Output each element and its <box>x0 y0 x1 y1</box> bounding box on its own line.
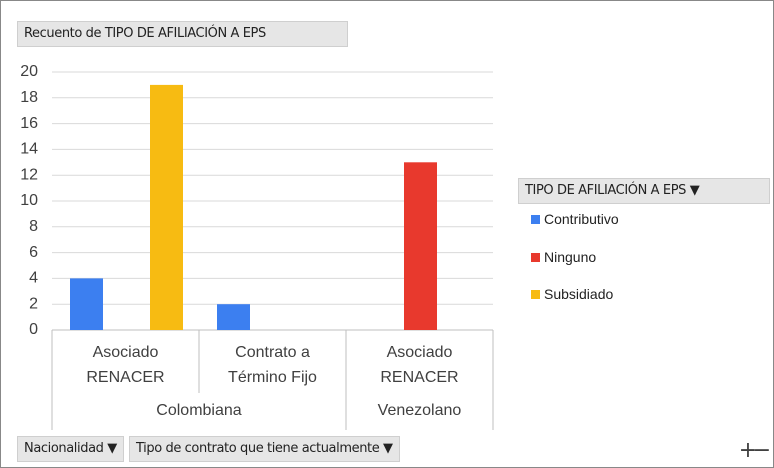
y-tick-label: 12 <box>20 166 38 183</box>
y-tick-label: 6 <box>29 244 38 261</box>
y-tick-label: 4 <box>29 270 38 287</box>
legend-label: Contributivo <box>544 211 619 227</box>
x-tick-label: Contrato a Término Fijo <box>228 344 317 386</box>
y-tick-label: 14 <box>20 141 38 158</box>
y-tick-label: 0 <box>29 321 38 338</box>
bar <box>404 162 437 330</box>
axis-field-label: Nacionalidad <box>24 441 104 456</box>
y-tick-label: 8 <box>29 218 38 235</box>
x-tick-label: Asociado RENACER <box>86 344 165 386</box>
legend-swatch <box>531 252 540 262</box>
title-button[interactable]: Recuento de TIPO DE AFILIACIÓN A EPS <box>17 21 348 47</box>
legend-label: Ninguno <box>544 248 597 265</box>
legend-label: Subsidiado <box>544 286 614 302</box>
legend-swatch <box>531 290 540 299</box>
y-tick-label: 2 <box>29 295 38 312</box>
x-group-label: Venezolano <box>377 402 462 419</box>
y-tick-label: 18 <box>20 89 38 106</box>
y-tick-label: 16 <box>20 115 38 132</box>
x-group-label: Colombiana <box>156 402 242 419</box>
axis-field-label: Tipo de contrato que tiene actualmente <box>136 441 380 456</box>
collapse-icon[interactable]: − <box>753 438 771 463</box>
y-tick-label: 10 <box>20 192 38 209</box>
bar <box>217 304 250 330</box>
y-tick-label: 20 <box>20 63 38 80</box>
x-tick-label: Asociado RENACER <box>380 344 459 386</box>
axis-field-button[interactable]: Tipo de contrato que tiene actualmente ▼ <box>129 436 400 462</box>
chart-title: Recuento de TIPO DE AFILIACIÓN A EPS <box>24 26 266 41</box>
expand-icon[interactable]: + <box>739 438 757 463</box>
axis-field-button[interactable]: Nacionalidad ▼ <box>17 436 124 462</box>
legend-title: TIPO DE AFILIACIÓN A EPS <box>525 183 687 198</box>
bar <box>70 278 103 330</box>
legend-swatch <box>531 215 540 224</box>
bar <box>150 84 183 331</box>
legend-field-button[interactable]: TIPO DE AFILIACIÓN A EPS ▼ <box>518 178 770 204</box>
